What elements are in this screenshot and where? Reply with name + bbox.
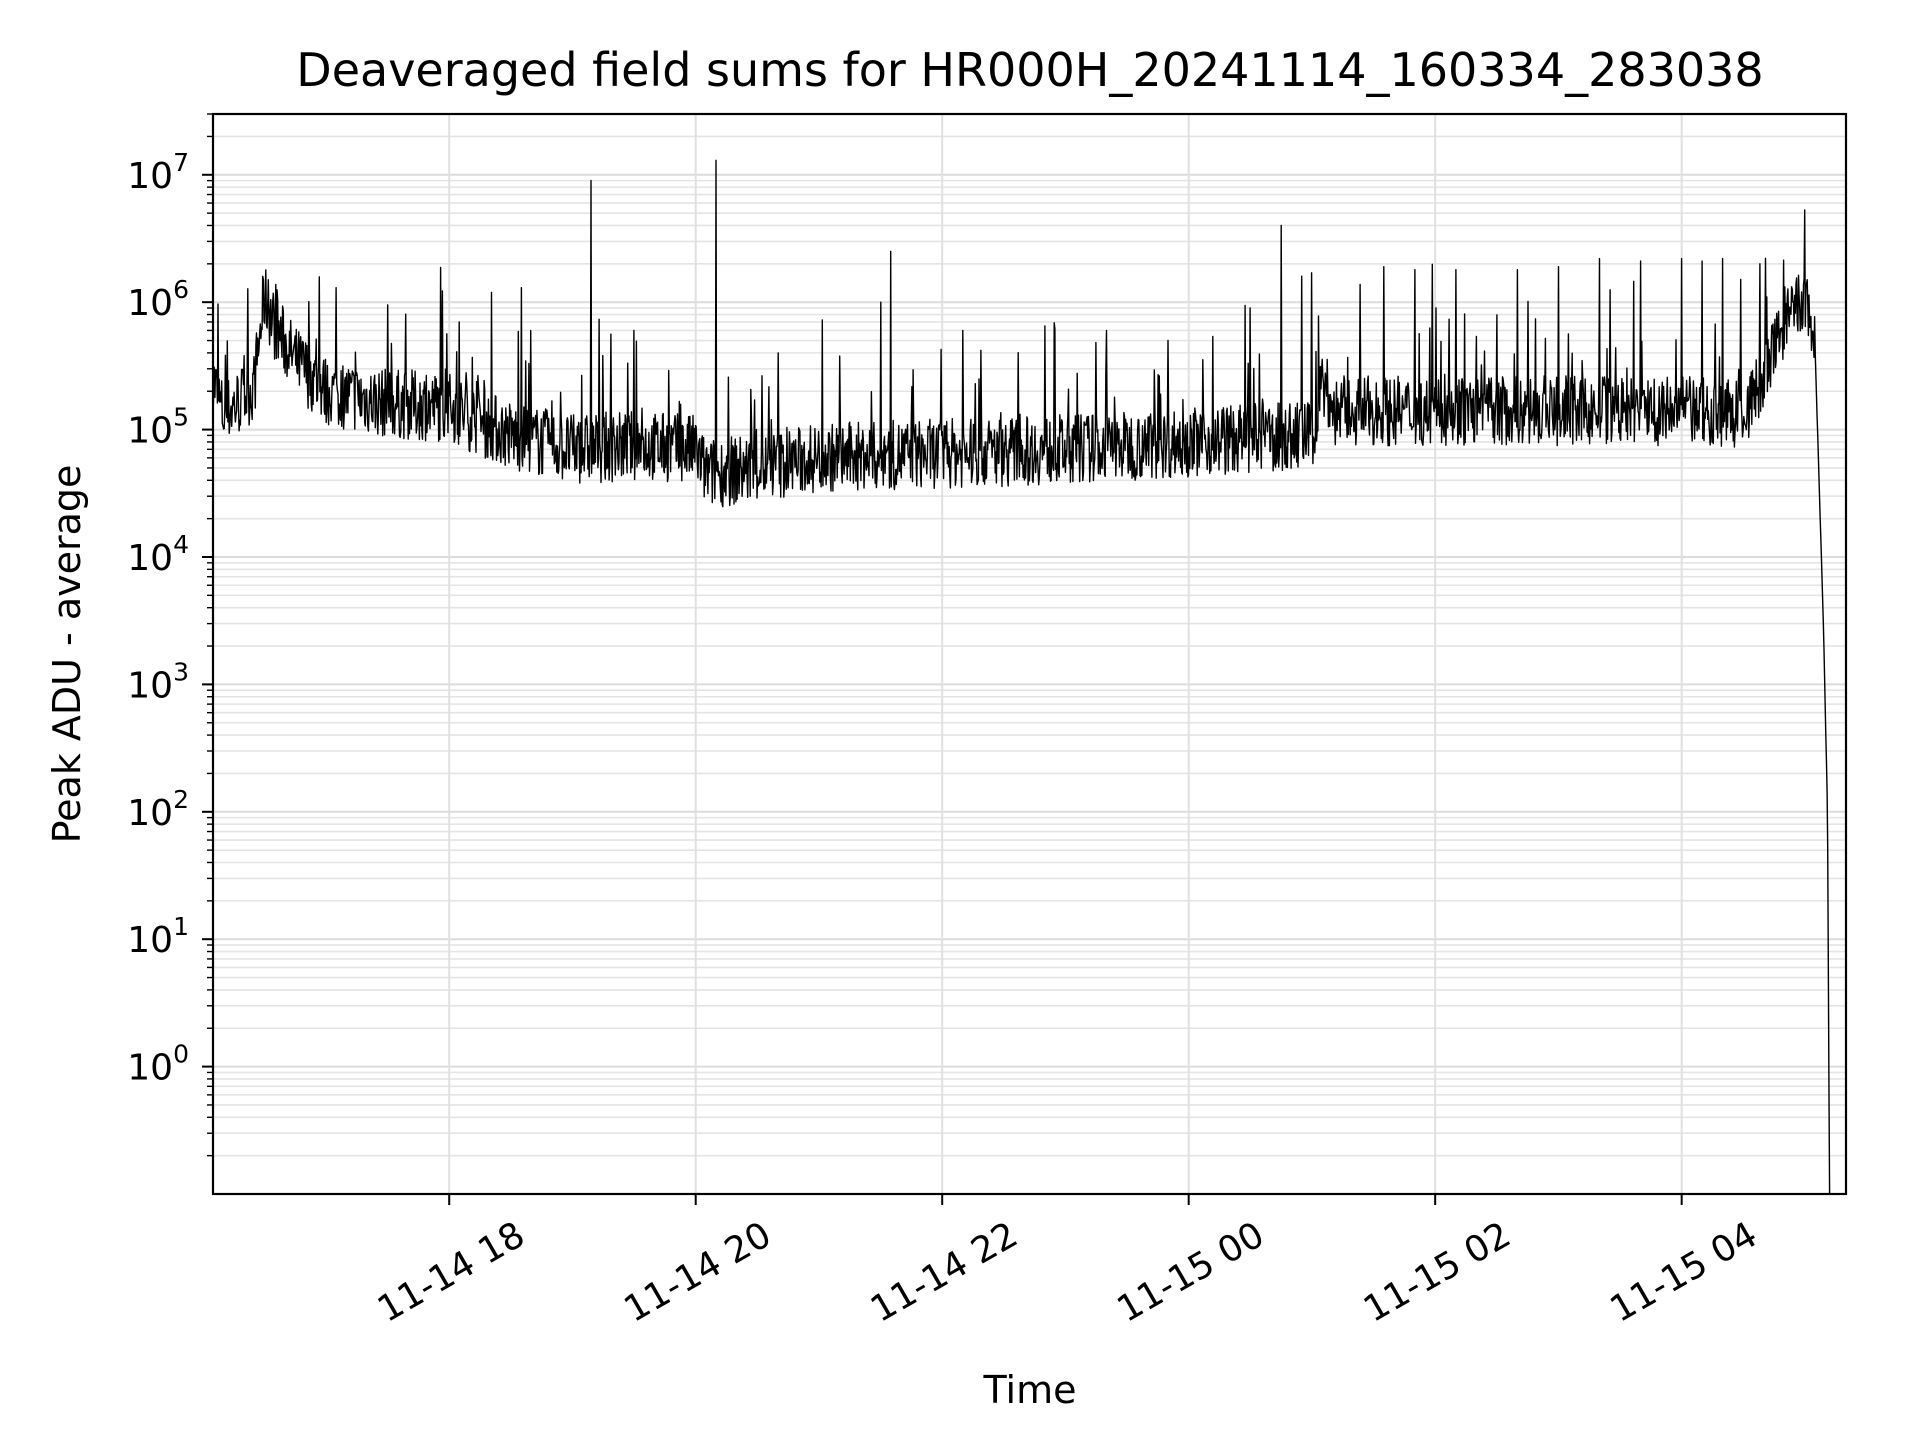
y-tick-label: 107 bbox=[127, 148, 189, 197]
y-tick-exponent: 0 bbox=[173, 1040, 189, 1069]
chart-title: Deaveraged field sums for HR000H_2024111… bbox=[296, 43, 1763, 97]
y-tick-base: 10 bbox=[127, 156, 173, 197]
plot-frame bbox=[211, 112, 1848, 1196]
y-tick-base: 10 bbox=[127, 283, 173, 324]
plot-area bbox=[213, 159, 1831, 1194]
grid bbox=[207, 113, 1846, 1194]
x-axis-label: Time bbox=[983, 1368, 1077, 1412]
y-tick-label: 104 bbox=[127, 530, 189, 579]
y-tick-exponent: 3 bbox=[173, 657, 189, 686]
y-tick-exponent: 6 bbox=[173, 275, 189, 304]
y-tick-label: 102 bbox=[127, 785, 189, 834]
y-tick-exponent: 7 bbox=[173, 148, 189, 177]
y-tick-base: 10 bbox=[127, 793, 173, 834]
y-tick-base: 10 bbox=[127, 1048, 173, 1089]
y-tick-base: 10 bbox=[127, 920, 173, 961]
y-tick-label: 100 bbox=[127, 1040, 189, 1089]
series-line bbox=[213, 159, 1831, 1194]
y-tick-exponent: 2 bbox=[173, 785, 189, 814]
y-tick-base: 10 bbox=[127, 411, 173, 452]
y-tick-exponent: 4 bbox=[173, 530, 189, 559]
y-tick-label: 103 bbox=[127, 657, 189, 706]
y-tick-label: 105 bbox=[127, 403, 189, 452]
y-tick-base: 10 bbox=[127, 538, 173, 579]
y-tick-exponent: 1 bbox=[173, 912, 189, 941]
y-axis-label: Peak ADU - average bbox=[45, 465, 89, 844]
y-tick-label: 101 bbox=[127, 912, 189, 961]
y-tick-exponent: 5 bbox=[173, 403, 189, 432]
y-tick-base: 10 bbox=[127, 665, 173, 706]
y-tick-label: 106 bbox=[127, 275, 189, 324]
